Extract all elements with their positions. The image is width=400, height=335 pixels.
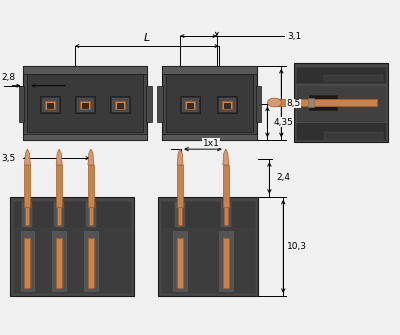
Polygon shape xyxy=(177,149,183,165)
Bar xyxy=(112,97,128,112)
Bar xyxy=(45,100,55,110)
Text: L: L xyxy=(143,33,150,43)
Bar xyxy=(115,100,125,110)
Text: 4,35: 4,35 xyxy=(273,118,293,127)
Text: 3,1: 3,1 xyxy=(287,31,301,41)
Polygon shape xyxy=(56,149,62,165)
Bar xyxy=(88,239,94,288)
Bar xyxy=(77,97,93,112)
Bar xyxy=(223,239,229,288)
Bar xyxy=(222,100,232,110)
Bar xyxy=(296,67,386,83)
Bar xyxy=(166,74,252,132)
Bar xyxy=(294,63,388,142)
Bar xyxy=(308,97,314,107)
Bar xyxy=(219,97,235,112)
Bar xyxy=(177,165,183,207)
Bar xyxy=(162,134,256,140)
Bar xyxy=(177,239,183,288)
Bar xyxy=(309,96,323,109)
Bar xyxy=(24,66,148,74)
Polygon shape xyxy=(24,149,30,165)
Bar xyxy=(110,95,130,114)
Bar xyxy=(40,95,60,114)
Bar xyxy=(56,165,62,207)
Bar xyxy=(158,197,258,296)
Bar xyxy=(223,165,229,207)
Bar xyxy=(309,94,337,111)
Bar xyxy=(86,202,96,226)
Text: 8,5: 8,5 xyxy=(286,99,300,108)
Bar xyxy=(162,66,256,74)
Bar xyxy=(187,103,193,108)
Text: 10,3: 10,3 xyxy=(287,242,307,251)
Bar xyxy=(54,202,64,226)
Bar xyxy=(146,86,152,122)
Bar xyxy=(117,103,123,108)
Bar xyxy=(161,228,254,293)
Bar xyxy=(224,207,228,224)
Text: 3,5: 3,5 xyxy=(2,153,16,162)
Bar xyxy=(217,95,237,114)
Bar xyxy=(162,66,256,140)
Text: 2,4: 2,4 xyxy=(276,174,290,183)
Bar xyxy=(84,231,98,291)
Bar xyxy=(180,95,200,114)
Bar xyxy=(42,97,58,112)
Bar xyxy=(219,231,233,291)
Bar xyxy=(157,86,163,122)
Bar xyxy=(185,100,195,110)
Bar xyxy=(274,98,312,106)
Bar xyxy=(175,202,185,226)
Bar xyxy=(26,207,30,224)
Bar xyxy=(75,95,95,114)
Text: 2,8: 2,8 xyxy=(2,73,16,82)
Bar xyxy=(88,165,94,207)
Bar xyxy=(296,85,386,122)
Bar xyxy=(22,202,32,226)
Bar xyxy=(324,132,384,140)
Bar xyxy=(296,122,386,140)
Bar xyxy=(224,103,230,108)
Bar xyxy=(52,231,66,291)
Bar xyxy=(256,86,262,122)
Ellipse shape xyxy=(268,98,281,107)
Bar xyxy=(82,103,88,108)
Polygon shape xyxy=(88,149,94,165)
Bar xyxy=(312,98,376,106)
Bar xyxy=(80,100,90,110)
Bar xyxy=(12,228,130,293)
Bar xyxy=(47,103,53,108)
Bar xyxy=(161,201,254,228)
Bar xyxy=(24,165,30,207)
Text: 1x1: 1x1 xyxy=(202,139,219,148)
Bar xyxy=(28,74,144,132)
Bar xyxy=(324,75,384,81)
Bar xyxy=(89,207,93,224)
Bar xyxy=(24,134,148,140)
Bar xyxy=(24,66,148,140)
Bar xyxy=(20,231,34,291)
Bar xyxy=(56,239,62,288)
Bar xyxy=(57,207,61,224)
Bar xyxy=(24,239,30,288)
Bar xyxy=(182,97,198,112)
Bar xyxy=(178,207,182,224)
Bar xyxy=(173,231,187,291)
Bar xyxy=(12,201,130,228)
Polygon shape xyxy=(223,149,229,165)
Bar xyxy=(18,86,24,122)
Bar xyxy=(221,202,231,226)
Bar xyxy=(10,197,134,296)
